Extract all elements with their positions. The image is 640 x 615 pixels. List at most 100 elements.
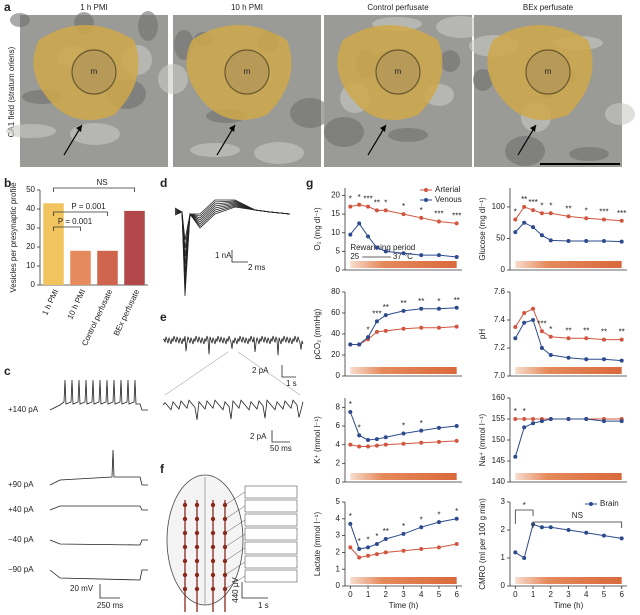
data-point [601,217,606,222]
data-point [531,208,536,213]
y-tick-label: 2 [336,548,341,557]
y-tick-label: 100 [492,202,506,211]
em-texture [290,98,330,128]
x-tick-label: 4 [419,590,424,599]
data-point [348,442,353,447]
data-point [539,525,544,530]
x-tick-label: 1 [366,590,371,599]
data-point [513,230,518,235]
electrode-site [194,516,200,522]
significance: * [455,507,458,516]
recording-box [244,527,298,541]
rewarming-strip [515,577,622,584]
electrode-site [194,530,200,536]
panel-label: a [4,0,11,14]
data-point [522,311,527,315]
annotation: * [523,501,526,510]
significance: ** [383,527,389,536]
electrode-site [194,572,200,578]
electrode-site [210,572,216,578]
y-tick-label: 80 [331,287,340,296]
y-tick-label: 7.4 [494,315,506,324]
data-point [548,211,553,216]
y-tick-label: 2 [336,458,341,467]
y-tick-label: 140 [492,477,506,486]
electrode-site [182,558,188,564]
scale-label: 1 nA [215,251,232,260]
electrode-site [182,530,188,536]
significance: ** [619,328,625,337]
data-point [383,328,388,333]
significance: * [420,515,423,524]
x-tick-label: 3 [566,590,571,599]
data-point [566,238,571,243]
data-point [374,208,379,213]
scale-bar [271,430,290,443]
data-point [436,325,441,330]
electrode-site [210,516,216,522]
rewarming-strip [515,261,622,268]
y-tick-label: 40 [331,329,340,338]
current-trace [174,205,291,289]
y-tick-label: 0 [336,581,341,590]
significance: ** [565,326,571,335]
data-point [374,542,379,546]
data-point [401,251,406,256]
data-point [401,212,406,217]
significance: ** [400,299,406,308]
data-point [366,234,371,239]
significance: * [523,407,526,416]
x-tick-label: 3 [401,590,406,599]
data-point [539,419,544,424]
y-tick-label: 10 [26,261,35,270]
significance: * [349,195,352,204]
data-point [357,221,362,226]
image-title: 10 h PMI [231,3,263,12]
data-point [419,306,424,311]
electrode-site [194,586,200,592]
bracket [53,226,81,231]
mitochondrion-label: m [545,67,552,76]
bracket [53,211,108,216]
recording-box [244,485,298,499]
data-point [401,441,406,446]
data-point [548,353,553,357]
data-point [454,254,459,259]
rewarming-strip [515,367,622,374]
electrode-site [194,558,200,564]
data-point [401,531,406,536]
lead [224,533,246,548]
y-tick-label: 10 [331,228,340,237]
significance: * [402,202,405,211]
data-point [522,417,527,421]
voltage-trace [49,379,148,411]
data-point [531,421,536,426]
data-point [584,417,589,421]
arrow-head [229,125,235,132]
data-point [419,525,424,530]
y-tick-label: 15 [331,209,340,218]
significance: ** [454,296,460,305]
data-point [419,253,424,258]
lead [224,575,246,590]
recording-box [244,499,298,513]
data-point [383,208,388,213]
data-point [601,419,606,424]
lead [224,519,246,534]
data-point [566,214,571,219]
significance: * [349,512,352,521]
em-texture [10,13,30,27]
x-tick-label: 6 [619,590,624,599]
recording-box [244,541,298,555]
y-axis-label: Na⁺ (mmol l⁻¹) [478,413,487,466]
data-point [513,217,518,222]
data-point [513,336,518,341]
em-texture [440,50,460,72]
significance: * [549,325,552,334]
significance: *** [434,210,443,219]
y-tick-label: 50 [26,185,35,194]
side-label: CA1 field (stratum oriens) [7,46,16,137]
data-point [566,336,571,341]
data-point [366,444,371,449]
x-tick-label: 1 [531,590,536,599]
